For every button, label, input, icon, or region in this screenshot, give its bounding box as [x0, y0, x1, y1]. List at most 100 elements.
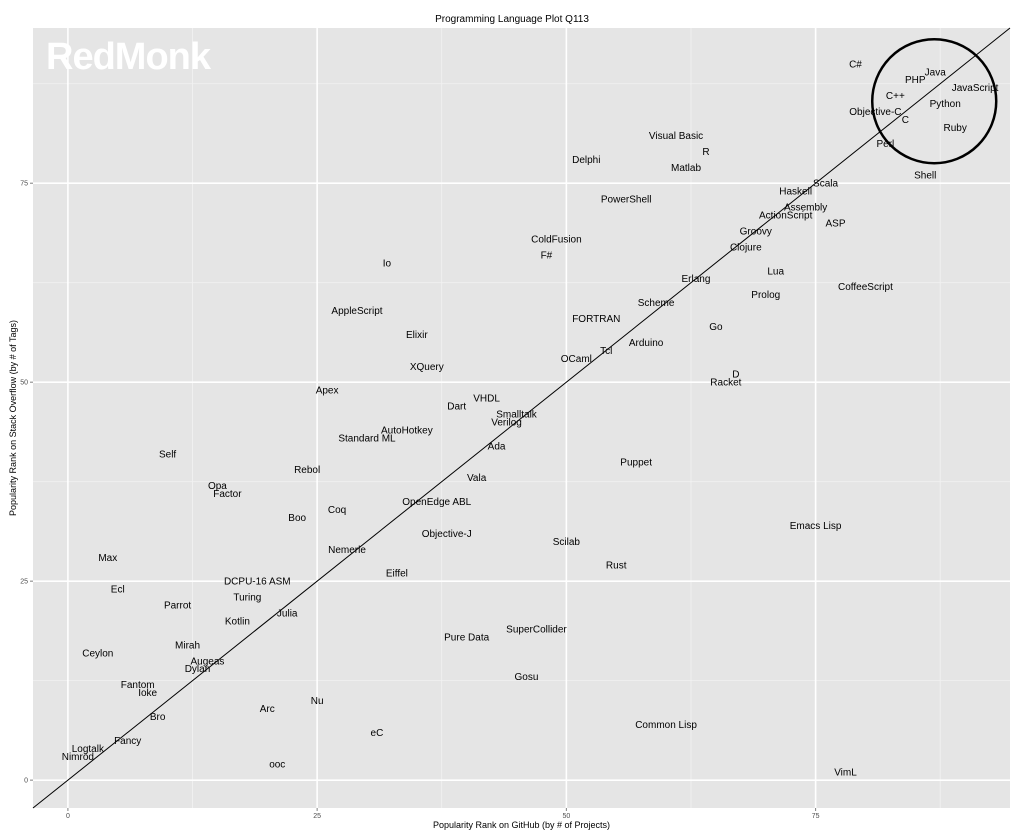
point-label: Java: [925, 67, 947, 78]
point-label: Kotlin: [225, 616, 250, 627]
point-label: Objective-J: [422, 529, 472, 540]
point-label: Emacs Lisp: [790, 521, 842, 532]
point-label: Erlang: [682, 274, 711, 285]
point-label: Pure Data: [444, 632, 489, 643]
point-label: SuperCollider: [506, 624, 567, 635]
point-label: R: [702, 147, 709, 158]
point-label: Arduino: [629, 338, 664, 349]
point-label: Go: [709, 322, 723, 333]
y-axis-label: Popularity Rank on Stack Overflow (by # …: [8, 320, 18, 516]
highlight-circle: [870, 37, 998, 165]
point-label: VHDL: [473, 394, 500, 405]
point-label: Common Lisp: [635, 720, 697, 731]
point-label: XQuery: [410, 362, 444, 373]
brand-logo: RedMonk: [46, 36, 211, 78]
point-label: Racket: [710, 378, 741, 389]
point-label: AutoHotkey: [381, 425, 433, 436]
point-label: Clojure: [730, 242, 762, 253]
chart-title: Programming Language Plot Q113: [435, 14, 589, 25]
point-label: Logtalk: [72, 744, 105, 755]
point-label: Nimrod: [62, 752, 94, 763]
point-label: Io: [383, 258, 392, 269]
point-label: Parrot: [164, 601, 191, 612]
point-label: Dart: [447, 402, 466, 413]
point-label: D: [732, 370, 739, 381]
point-label: ActionScript: [759, 211, 813, 222]
point-label: C#: [849, 59, 862, 70]
point-label: Ruby: [943, 123, 966, 134]
point-label: Rebol: [294, 465, 320, 476]
y-tick-label: 0: [24, 778, 28, 785]
point-label: Scala: [813, 179, 838, 190]
point-label: Mirah: [175, 640, 200, 651]
point-label: Perl: [876, 139, 894, 150]
point-label: Puppet: [620, 457, 652, 468]
y-axis-label-wrap: Popularity Rank on Stack Overflow (by # …: [0, 28, 26, 808]
point-label: FORTRAN: [572, 314, 620, 325]
point-label: Turing: [233, 593, 261, 604]
point-label: Standard ML: [338, 433, 396, 444]
point-label: eC: [371, 728, 384, 739]
point-label: OpenEdge ABL: [402, 497, 471, 508]
x-tick-label: 25: [313, 813, 321, 820]
point-label: Augeas: [191, 656, 225, 667]
point-label: Verilog: [491, 417, 522, 428]
point-label: Self: [159, 449, 176, 460]
point-label: Ada: [488, 441, 506, 452]
y-tick-label: 75: [20, 181, 28, 188]
point-label: Factor: [213, 489, 242, 500]
point-label: Ecl: [111, 585, 125, 596]
point-label: Fantom: [121, 680, 155, 691]
point-label: Prolog: [751, 290, 780, 301]
point-label: Gosu: [515, 672, 539, 683]
point-label: Fancy: [114, 736, 141, 747]
point-label: C: [902, 115, 909, 126]
point-label: CoffeeScript: [838, 282, 893, 293]
point-label: Matlab: [671, 163, 701, 174]
point-label: Vala: [467, 473, 487, 484]
point-label: Shell: [914, 171, 936, 182]
point-label: Elixir: [406, 330, 428, 341]
point-label: Python: [930, 99, 961, 110]
point-label: Delphi: [572, 155, 600, 166]
point-label: ColdFusion: [531, 234, 582, 245]
point-label: C++: [886, 91, 905, 102]
y-tick-label: 25: [20, 579, 28, 586]
point-label: VimL: [834, 768, 857, 779]
x-tick-label: 75: [812, 813, 820, 820]
point-label: Bro: [150, 712, 166, 723]
point-label: Nu: [311, 696, 324, 707]
point-label: PHP: [905, 75, 926, 86]
point-label: Visual Basic: [649, 131, 703, 142]
point-label: Eiffel: [386, 569, 408, 580]
point-label: ASP: [826, 219, 846, 230]
point-label: Coq: [328, 505, 346, 516]
point-label: Rust: [606, 561, 627, 572]
point-label: Lua: [767, 266, 784, 277]
point-label: Tcl: [600, 346, 612, 357]
x-tick-label: 0: [66, 813, 70, 820]
point-label: PowerShell: [601, 195, 652, 206]
y-tick-label: 50: [20, 380, 28, 387]
trend-line: [32, 27, 1011, 809]
point-label: Smalltalk: [496, 410, 538, 421]
point-label: Assembly: [784, 203, 827, 214]
point-label: Scheme: [638, 298, 675, 309]
point-label: JavaScript: [952, 83, 999, 94]
point-label: Boo: [288, 513, 306, 524]
point-label: Objective-C: [849, 107, 901, 118]
point-label: AppleScript: [331, 306, 382, 317]
point-label: Nemerle: [328, 545, 366, 556]
point-label: Max: [98, 553, 117, 564]
point-label: DCPU-16 ASM: [224, 577, 291, 588]
point-label: Dylan: [185, 664, 211, 675]
point-label: Groovy: [740, 226, 772, 237]
point-label: Apex: [316, 386, 339, 397]
point-label: ooc: [269, 760, 285, 771]
x-axis-label: Popularity Rank on GitHub (by # of Proje…: [432, 820, 611, 830]
point-label: Ceylon: [82, 648, 113, 659]
point-label: F#: [541, 250, 553, 261]
point-label: Haskell: [779, 187, 812, 198]
